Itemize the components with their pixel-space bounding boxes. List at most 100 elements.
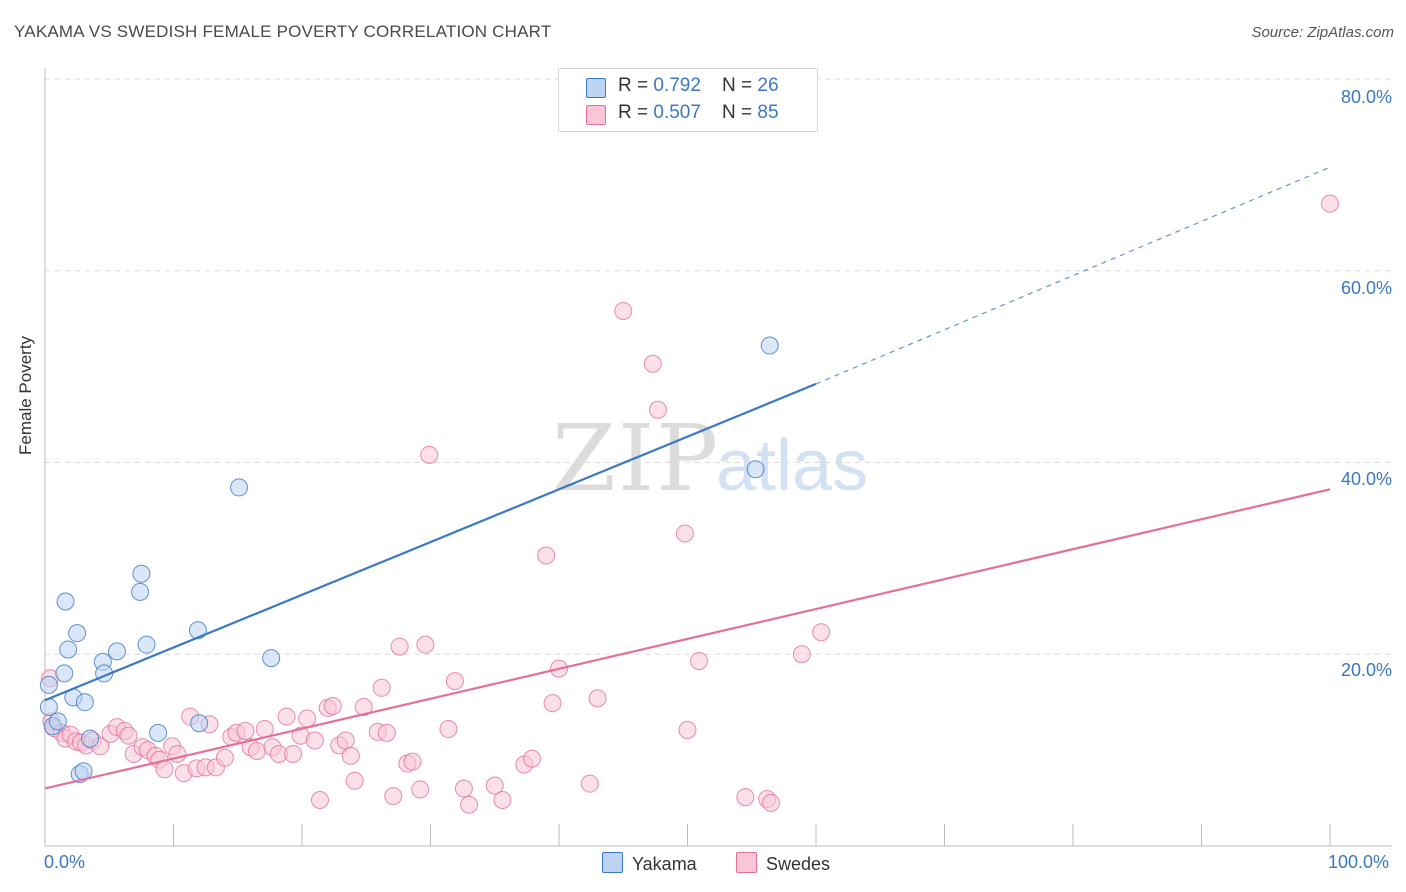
watermark: ZIPatlas [552, 405, 868, 512]
swedes-point [736, 788, 755, 807]
swedes-trend-line [44, 488, 1331, 790]
watermark-atlas: atlas [716, 426, 868, 506]
yakama-point [80, 729, 99, 748]
swedes-point [648, 400, 667, 419]
swedes-point [119, 726, 138, 745]
swedes-point [439, 720, 458, 739]
swedes-point [354, 697, 373, 716]
swedes-point [384, 787, 403, 806]
swedes-point [445, 672, 464, 691]
swedes-point [236, 721, 255, 740]
swedes-point [588, 689, 607, 708]
yakama-point [132, 564, 151, 583]
yakama-point [75, 693, 94, 712]
swedes-point [248, 742, 267, 761]
swedes-legend-label: Swedes [766, 854, 831, 874]
swedes-point [493, 790, 512, 809]
yakama-point [149, 723, 168, 742]
swedes-point [416, 635, 435, 654]
swedes-point [420, 445, 439, 464]
swedes-point [537, 546, 556, 565]
swedes-point [310, 790, 329, 809]
swedes-point [390, 637, 409, 656]
yakama-point [68, 624, 87, 643]
swedes-point [155, 760, 174, 779]
yakama-point [746, 460, 765, 479]
yakama-legend-swatch [602, 852, 623, 873]
swedes-point [403, 752, 422, 771]
swedes-point [614, 302, 633, 321]
yakama-trend-line [44, 382, 817, 702]
swedes-point [675, 524, 694, 543]
yakama-legend-label: Yakama [632, 854, 697, 874]
r-value-yakama: 0.792 [653, 75, 701, 96]
chart-title: YAKAMA VS SWEDISH FEMALE POVERTY CORRELA… [14, 22, 552, 41]
swedes-point [454, 779, 473, 798]
yakama-point [55, 664, 74, 683]
swedes-point [377, 723, 396, 742]
swedes-point [336, 731, 355, 750]
r-label: R = [618, 102, 654, 123]
swedes-point [460, 795, 479, 814]
yakama-point [39, 675, 58, 694]
yakama-point [188, 621, 207, 640]
yakama-point [59, 640, 78, 659]
n-label: N = [722, 75, 758, 96]
yakama-point [107, 642, 126, 661]
yakama-points [39, 336, 779, 784]
legend-item-swedes: Swedes [736, 852, 830, 875]
swedes-swatch [586, 105, 606, 125]
swedes-point [372, 678, 391, 697]
n-label: N = [722, 102, 758, 123]
swedes-point [341, 746, 360, 765]
r-value-swedes: 0.507 [653, 102, 701, 123]
swedes-points [41, 194, 1339, 814]
swedes-point [543, 694, 562, 713]
y-tick-label-20: 20.0% [1340, 660, 1392, 680]
swedes-point [345, 771, 364, 790]
swedes-point [762, 793, 781, 812]
r-label: R = [618, 75, 654, 96]
swedes-point [812, 623, 831, 642]
swedes-point [215, 748, 234, 767]
legend-item-yakama: Yakama [602, 852, 697, 875]
trend-lines [44, 166, 1331, 790]
x-tick-label-0: 0.0% [44, 852, 86, 872]
yakama-point [190, 714, 209, 733]
source-label: Source: ZipAtlas.com [1251, 24, 1394, 41]
swedes-point [323, 697, 342, 716]
swedes-point [1321, 194, 1339, 213]
swedes-point [277, 707, 296, 726]
y-tick-label-40: 40.0% [1340, 469, 1392, 489]
yakama-point [262, 649, 281, 668]
yakama-swatch [586, 78, 606, 98]
gridlines [45, 78, 1392, 655]
yakama-point [56, 592, 75, 611]
yakama-trend-extension [815, 166, 1331, 385]
swedes-point [485, 776, 504, 795]
y-tick-label-80: 80.0% [1340, 87, 1392, 107]
correlation-legend: R = 0.792 N = 26 R = 0.507 N = 85 [558, 68, 818, 132]
y-axis-label: Female Poverty [16, 335, 35, 455]
yakama-point [760, 336, 779, 355]
n-value-yakama: 26 [757, 75, 779, 96]
swedes-point [690, 651, 709, 670]
y-tick-label-60: 60.0% [1340, 278, 1392, 298]
swedes-point [305, 731, 324, 750]
n-value-swedes: 85 [757, 102, 779, 123]
swedes-point [580, 774, 599, 793]
swedes-legend-swatch [736, 852, 757, 873]
swedes-point [678, 720, 697, 739]
swedes-point [523, 749, 542, 768]
swedes-point [792, 645, 811, 664]
yakama-point [230, 478, 249, 497]
x-tick-label-100: 100.0% [1328, 852, 1390, 872]
swedes-point [411, 780, 430, 799]
swedes-point [284, 744, 303, 763]
swedes-point [643, 354, 662, 373]
yakama-point [131, 582, 150, 601]
yakama-point [48, 712, 67, 731]
yakama-point [137, 635, 156, 654]
swedes-point [298, 709, 317, 728]
